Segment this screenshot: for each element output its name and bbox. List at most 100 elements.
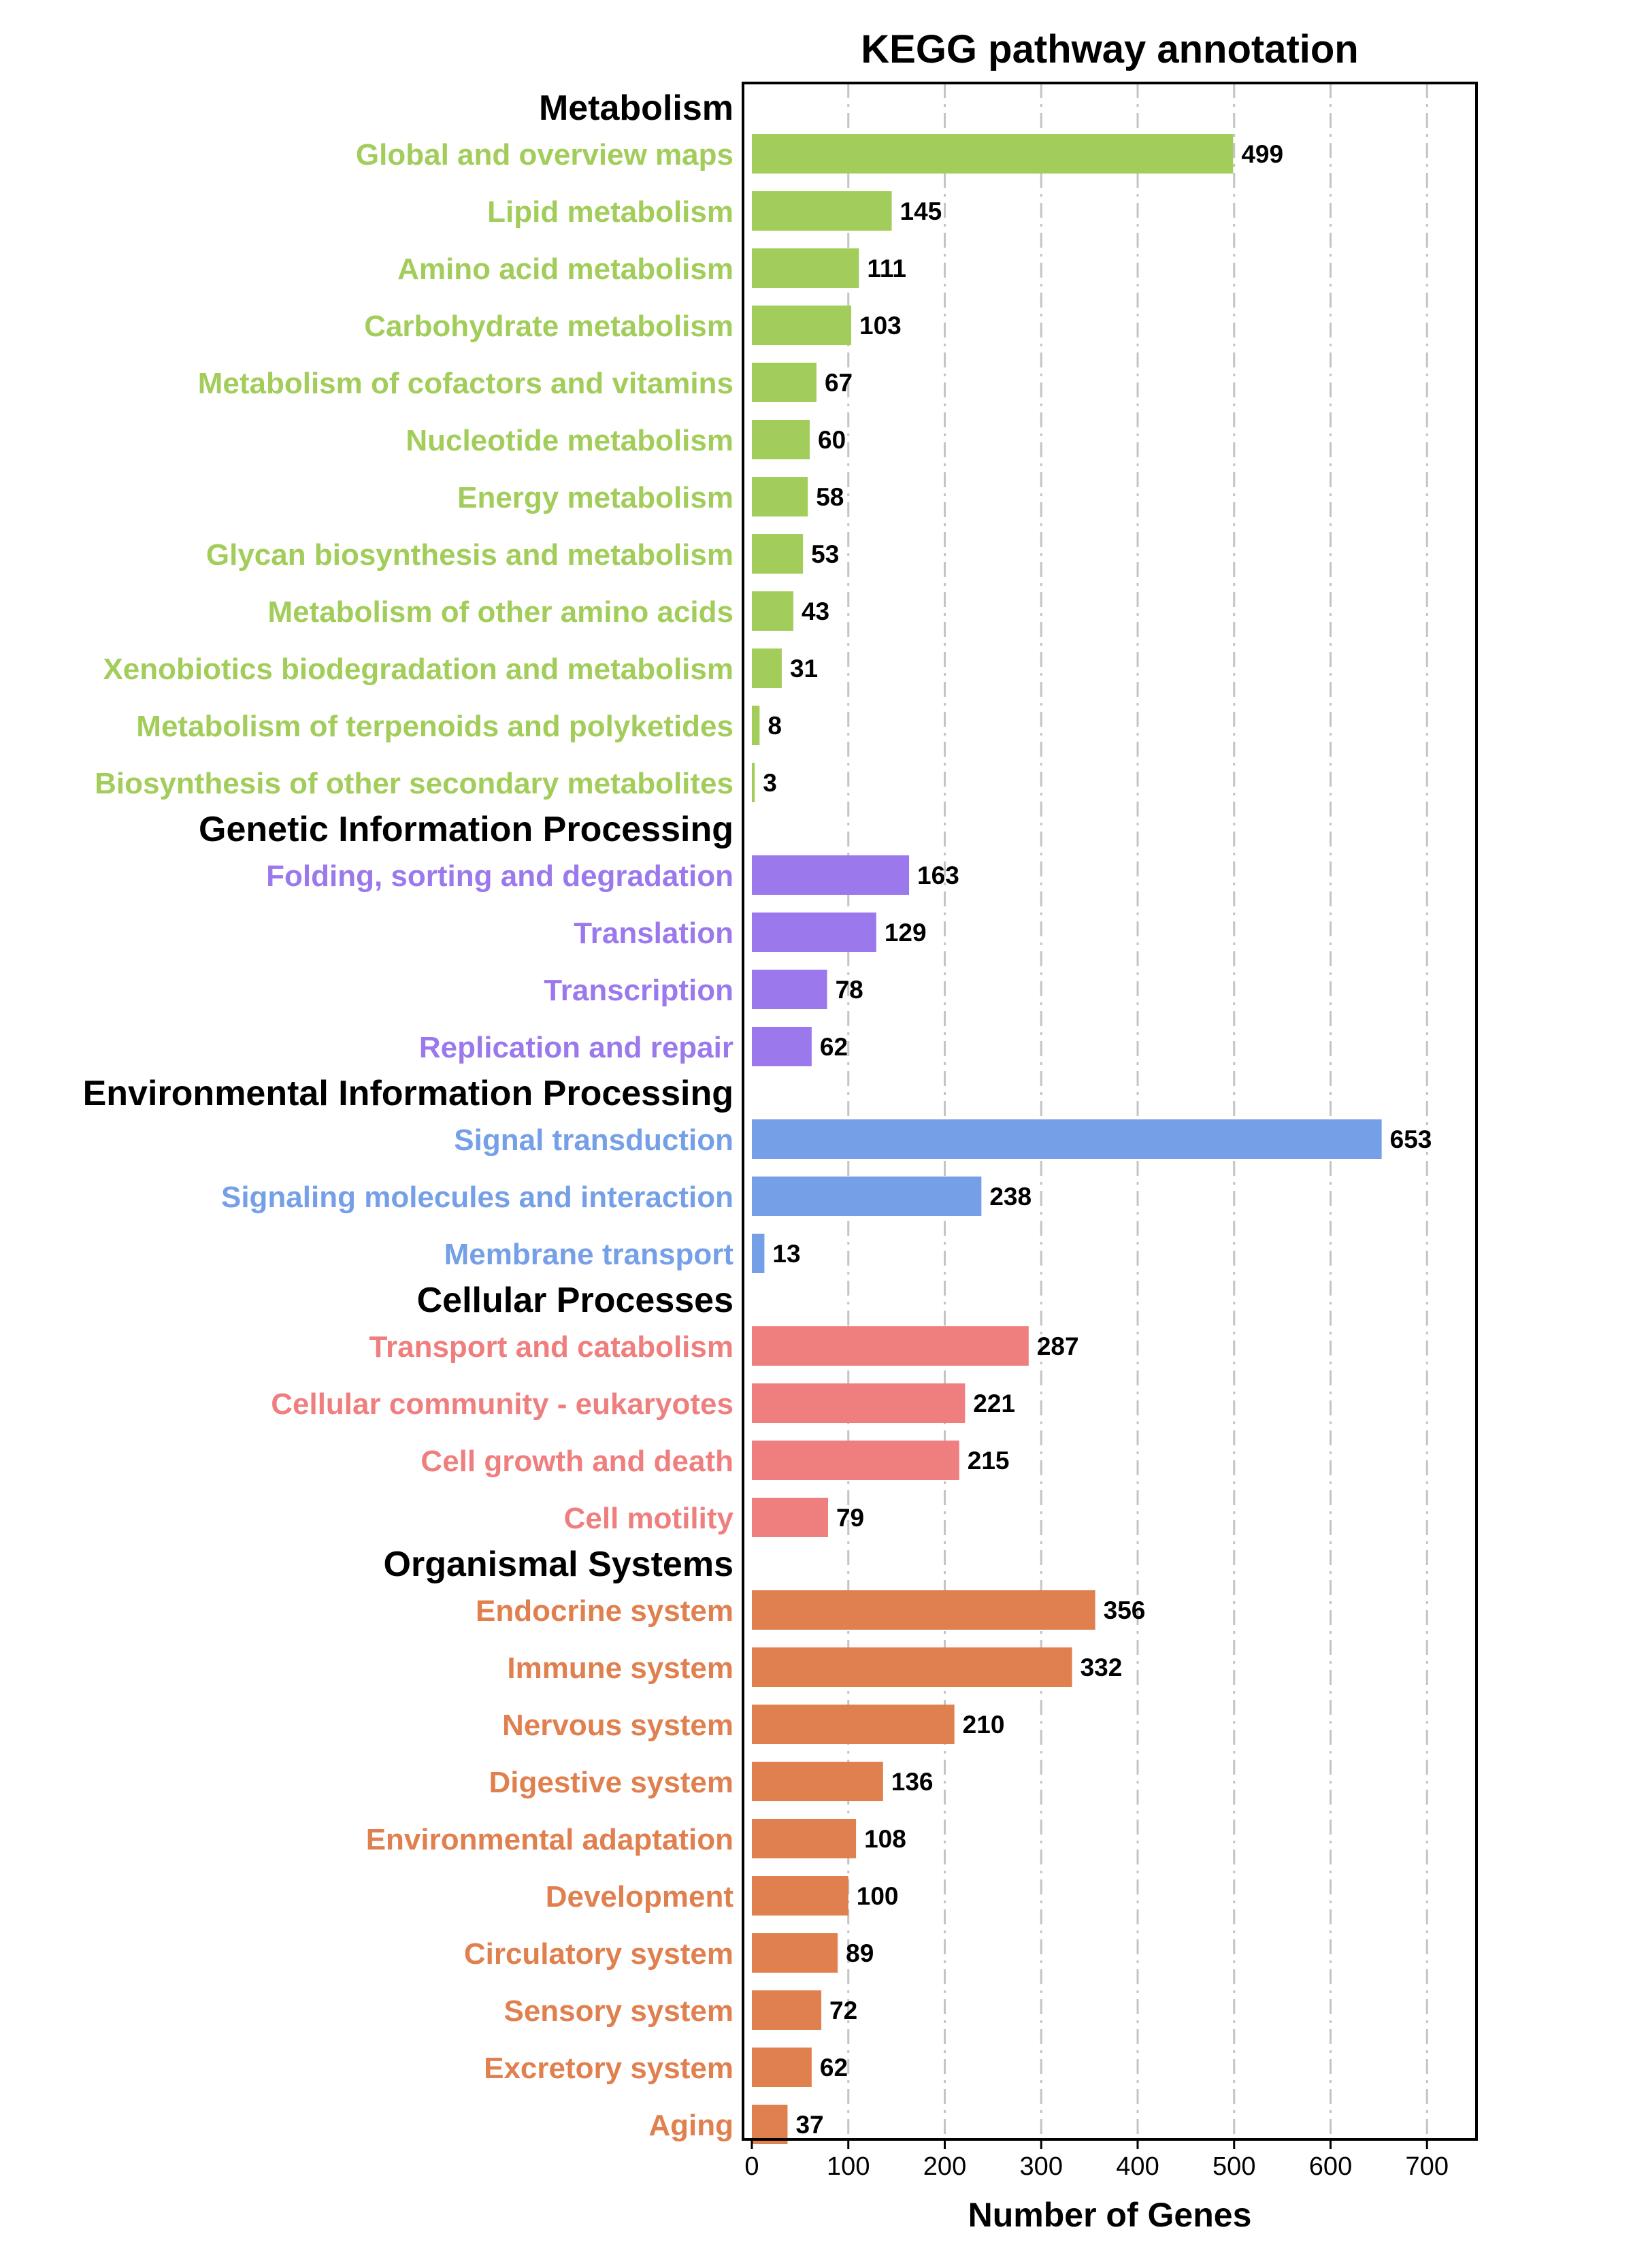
category-label: Development [546, 1880, 734, 1913]
bar [752, 591, 793, 631]
bar [752, 363, 816, 402]
category-label: Nervous system [502, 1709, 733, 1742]
data-label: 653 [1390, 1125, 1432, 1153]
data-label: 13 [772, 1240, 800, 1268]
bar [752, 1326, 1029, 1366]
bar [752, 477, 808, 516]
bar [752, 1933, 838, 1973]
data-label: 8 [768, 712, 782, 740]
category-label: Xenobiotics biodegradation and metabolis… [103, 653, 733, 686]
bar [752, 248, 859, 288]
bar [752, 1027, 812, 1066]
bar [752, 306, 852, 345]
category-label: Excretory system [484, 2052, 733, 2085]
group-header: Genetic Information Processing [199, 810, 733, 849]
group-header: Environmental Information Processing [83, 1074, 733, 1113]
x-tick-label: 400 [1116, 2152, 1159, 2181]
bar [752, 420, 810, 459]
category-label: Translation [574, 917, 733, 950]
bar [752, 763, 755, 802]
x-axis: 0 100 200 300 400 500 600 700 [744, 2139, 1449, 2181]
bar [752, 191, 892, 231]
bar [752, 134, 1234, 174]
x-tick-label: 0 [744, 2152, 759, 2181]
category-label: Folding, sorting and degradation [266, 859, 733, 893]
group-header: Organismal Systems [384, 1545, 733, 1584]
x-tick-label: 700 [1406, 2152, 1449, 2181]
data-label: 215 [968, 1447, 1010, 1475]
bar [752, 1383, 966, 1423]
data-label: 72 [829, 1996, 857, 2024]
data-label: 58 [816, 483, 844, 511]
data-label: 210 [963, 1711, 1005, 1739]
data-label: 238 [989, 1183, 1032, 1211]
bar [752, 1647, 1072, 1687]
bar [752, 706, 760, 745]
bar [752, 534, 804, 574]
data-label: 67 [825, 369, 853, 397]
category-label: Glycan biosynthesis and metabolism [206, 538, 733, 572]
category-label: Circulatory system [464, 1937, 733, 1971]
plot-frame [742, 82, 1478, 2141]
data-label: 287 [1037, 1332, 1079, 1360]
bar [752, 1498, 828, 1537]
data-label: 3 [763, 769, 777, 797]
data-label: 356 [1104, 1596, 1146, 1624]
category-label: Cellular community - eukaryotes [271, 1387, 733, 1421]
category-label: Amino acid metabolism [397, 252, 733, 286]
category-label: Cell growth and death [420, 1445, 733, 1478]
data-label: 163 [917, 861, 959, 889]
bar [752, 913, 876, 952]
category-label: Global and overview maps [356, 138, 733, 171]
category-label: Metabolism of other amino acids [267, 595, 733, 629]
chart-title: KEGG pathway annotation [861, 27, 1359, 71]
category-label: Energy metabolism [457, 481, 733, 514]
bar [752, 855, 910, 895]
grid-lines [847, 83, 1428, 2139]
category-label: Sensory system [504, 1994, 733, 2028]
data-label: 332 [1081, 1654, 1123, 1681]
data-label: 62 [820, 1033, 848, 1061]
data-label: 89 [846, 1939, 874, 1967]
category-label: Membrane transport [444, 1238, 734, 1271]
bar [752, 1876, 848, 1916]
data-label: 100 [857, 1882, 899, 1910]
category-label: Aging [648, 2109, 733, 2142]
bar [752, 1990, 822, 2030]
data-label: 60 [818, 426, 846, 454]
data-label: 78 [836, 976, 863, 1004]
group-header: Metabolism [539, 88, 733, 128]
bars: 499 145 111 103 67 60 58 53 43 31 8 3 163 129 78 62 653 2… [752, 134, 1432, 2144]
data-label: 108 [864, 1825, 906, 1853]
x-axis-label: Number of Genes [968, 2196, 1252, 2234]
data-label: 111 [867, 254, 906, 282]
bar [752, 1819, 857, 1858]
category-label: Carbohydrate metabolism [364, 310, 733, 343]
bar [752, 2105, 788, 2144]
bar [752, 1590, 1095, 1630]
data-label: 103 [859, 312, 902, 340]
x-tick-label: 300 [1020, 2152, 1063, 2181]
category-label: Biosynthesis of other secondary metaboli… [95, 767, 733, 800]
data-label: 53 [811, 540, 839, 568]
bar [752, 970, 827, 1009]
bar [752, 1762, 883, 1801]
bar [752, 1234, 765, 1273]
data-label: 31 [790, 655, 818, 683]
category-label: Digestive system [489, 1766, 733, 1799]
category-label: Transcription [544, 974, 733, 1007]
data-label: 62 [820, 2054, 848, 2082]
x-tick-label: 200 [923, 2152, 966, 2181]
data-label: 221 [973, 1390, 1015, 1417]
data-label: 37 [795, 2111, 823, 2139]
data-label: 145 [900, 197, 942, 225]
category-label: Metabolism of terpenoids and polyketides [136, 710, 733, 743]
category-label: Signaling molecules and interaction [221, 1181, 733, 1214]
category-label: Environmental adaptation [366, 1823, 733, 1856]
category-label: Cell motility [564, 1502, 734, 1535]
category-label: Endocrine system [476, 1594, 733, 1628]
bar [752, 648, 782, 688]
category-label: Immune system [507, 1651, 733, 1685]
category-label: Nucleotide metabolism [406, 424, 733, 457]
